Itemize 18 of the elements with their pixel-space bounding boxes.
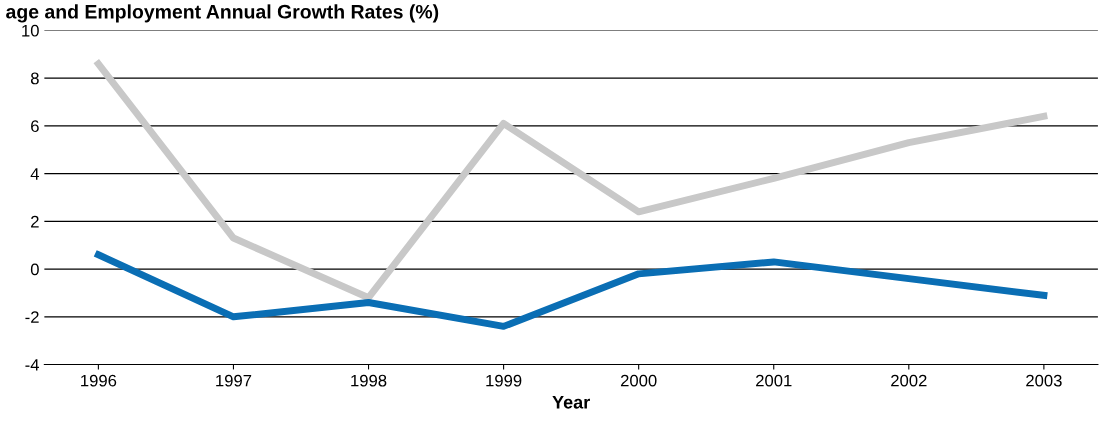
y-tick-label: 0 [30, 263, 39, 276]
y-tick-label: 6 [31, 120, 39, 133]
x-axis-title: Year [552, 396, 590, 409]
y-tick-label: 4 [30, 168, 40, 180]
x-tick-label: 1998 [351, 374, 387, 387]
x-tick-label: 2000 [620, 374, 657, 387]
y-tick-label: 8 [30, 72, 39, 85]
y-tick-label: 2 [31, 215, 39, 228]
x-tick-label: 2002 [891, 374, 927, 387]
y-tick-label: -4 [25, 359, 40, 371]
x-tick-label: 2003 [1026, 374, 1062, 387]
y-tick-label: -2 [25, 311, 39, 323]
chart-title: age and Employment Annual Growth Rates (%) [6, 4, 439, 23]
x-tick-label: 1999 [486, 374, 522, 387]
x-tick-label: 1997 [216, 374, 252, 387]
y-tick-label: 10 [22, 24, 39, 37]
x-tick-label: 1996 [81, 374, 117, 387]
x-tick-label: 2001 [756, 374, 792, 387]
